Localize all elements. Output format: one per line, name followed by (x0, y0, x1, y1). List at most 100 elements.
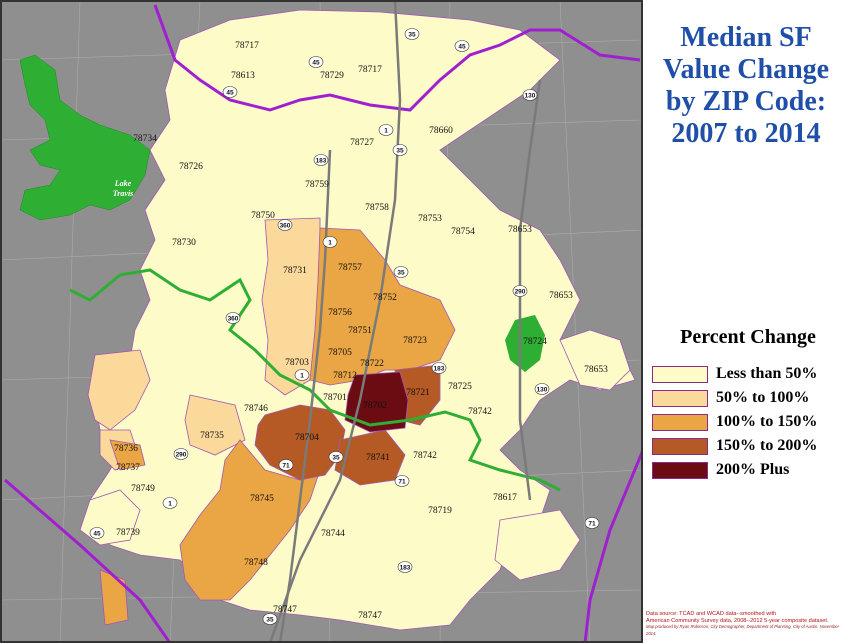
zip-label: 78751 (348, 326, 372, 336)
highway-shield: 183 (431, 362, 447, 374)
zip-label: 78756 (328, 308, 352, 318)
svg-text:183: 183 (434, 365, 445, 372)
highway-shield: 71 (584, 517, 600, 529)
zip-label: 78725 (448, 382, 472, 392)
highway-shield: 35 (392, 144, 408, 156)
zip-label: 78721 (406, 388, 430, 398)
legend-item: 200% Plus (652, 459, 842, 481)
zone-100-to-150-west (109, 439, 146, 471)
zone-less-than-50-east (559, 329, 631, 391)
highway-shield: 1 (162, 497, 178, 509)
svg-text:71: 71 (588, 520, 596, 527)
svg-text:71: 71 (282, 462, 290, 469)
svg-text:35: 35 (266, 616, 274, 623)
highway-shield: 183 (313, 154, 329, 166)
zone-200-plus-78702 (344, 371, 409, 433)
svg-text:360: 360 (228, 315, 239, 322)
highway-shield: 360 (277, 219, 293, 231)
zip-label: 78727 (350, 138, 374, 148)
legend-swatch (652, 437, 708, 455)
zip-label: 78757 (338, 263, 362, 273)
zone-150-to-200-78704 (254, 404, 346, 481)
highway-shield: 71 (278, 459, 294, 471)
legend-item: 50% to 100% (652, 387, 842, 409)
colorado-river (69, 268, 561, 492)
highway-shield: 130 (522, 89, 538, 101)
svg-text:35: 35 (397, 269, 405, 276)
zip-label: 78704 (295, 433, 319, 443)
zip-label: 78722 (360, 359, 384, 369)
legend-item: 150% to 200% (652, 435, 842, 457)
lake-walter-e-long (505, 315, 545, 372)
legend-item: Less than 50% (652, 363, 842, 385)
zip-label: 78724 (523, 337, 547, 347)
highway-shield: 45 (89, 527, 105, 539)
highway-shield: 35 (262, 613, 278, 625)
svg-text:130: 130 (537, 386, 548, 393)
legend-swatch (652, 413, 708, 431)
zip-label: 78701 (323, 393, 347, 403)
zip-label: 78753 (418, 214, 442, 224)
svg-text:290: 290 (515, 288, 526, 295)
title-line-3: by ZIP Code: (665, 86, 827, 117)
legend-swatch (652, 389, 708, 407)
zip-value-change-map: 78717 78613 78729 78717 78660 78727 78734 78726… (0, 0, 643, 643)
zip-label: 78746 (244, 404, 268, 414)
svg-text:1: 1 (168, 500, 172, 507)
highway-shield: 35 (393, 266, 409, 278)
svg-text:35: 35 (408, 31, 416, 38)
svg-text:360: 360 (280, 222, 291, 229)
zip-label: 78653 (584, 365, 608, 375)
svg-text:71: 71 (398, 478, 406, 485)
zip-label: 78653 (549, 291, 573, 301)
zip-label: 78717 (358, 65, 382, 75)
svg-text:1: 1 (300, 372, 304, 379)
zip-label: 78745 (250, 494, 274, 504)
legend-label: 200% Plus (716, 461, 790, 478)
zip-label: 78754 (451, 227, 475, 237)
zone-less-than-50-se (494, 509, 581, 581)
svg-text:45: 45 (226, 89, 234, 96)
highway-shield: 45 (222, 86, 238, 98)
svg-text:45: 45 (312, 59, 320, 66)
legend-title: Percent Change (680, 326, 816, 348)
highway-shield: 71 (394, 475, 410, 487)
zone-50-to-100-west (87, 349, 151, 431)
zip-label: 78744 (321, 529, 345, 539)
legend-item: 100% to 150% (652, 411, 842, 433)
zip-label: 78747 (273, 605, 297, 615)
svg-text:130: 130 (525, 92, 536, 99)
highway-shield: 1 (294, 369, 310, 381)
zip-label: 78730 (172, 238, 196, 248)
source-line-2: American Community Survey data, 2008--20… (646, 617, 829, 624)
highways (268, 0, 542, 643)
zip-label: 78742 (413, 451, 437, 461)
legend-label: 100% to 150% (716, 413, 818, 430)
zip-label: 78705 (328, 348, 352, 358)
zip-label: 78660 (429, 126, 453, 136)
zip-label: 78712 (333, 371, 357, 381)
zip-label: 78735 (200, 431, 224, 441)
title-line-4: 2007 to 2014 (671, 118, 821, 149)
highway-shield: 35 (328, 451, 344, 463)
legend-swatch (652, 365, 708, 383)
zip-label: 78750 (251, 211, 275, 221)
lake-travis (19, 54, 151, 221)
zip-label: 78717 (235, 41, 259, 51)
svg-text:183: 183 (316, 157, 327, 164)
svg-text:1: 1 (328, 239, 332, 246)
zip-label: 78741 (366, 453, 390, 463)
zip-label: 78752 (373, 293, 397, 303)
zip-label: 78737 (116, 463, 140, 473)
zip-label: 78736 (114, 444, 138, 454)
zip-label: 78719 (428, 506, 452, 516)
map-frame (0, 0, 643, 643)
legend-label: 150% to 200% (716, 437, 818, 454)
highway-shield: 35 (404, 28, 420, 40)
zip-label: 78613 (231, 71, 255, 81)
highway-shield: 130 (534, 383, 550, 395)
zip-label: 78749 (131, 484, 155, 494)
title-line-1: Median SF (680, 22, 812, 53)
zip-label: 78742 (468, 407, 492, 417)
zip-label: 78739 (116, 528, 140, 538)
